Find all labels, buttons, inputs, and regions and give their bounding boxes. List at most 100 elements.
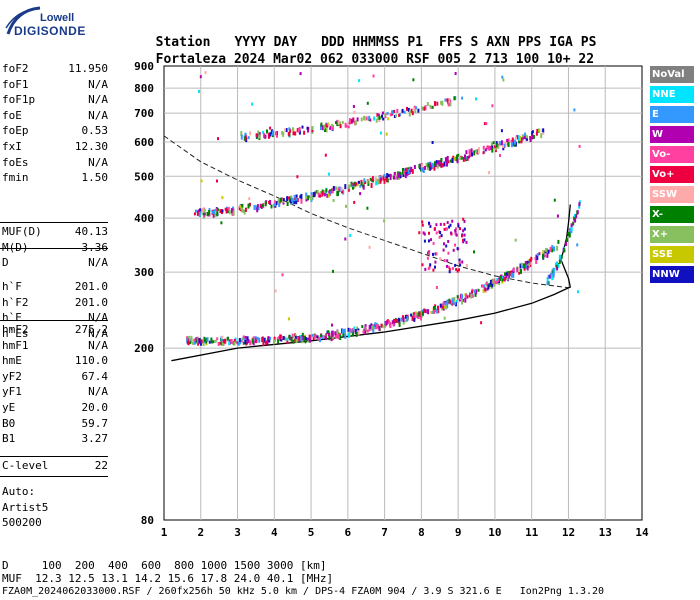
echo-point: [267, 336, 270, 340]
echo-point: [423, 232, 426, 236]
echo-point: [491, 147, 494, 153]
echo-point: [407, 107, 410, 112]
echo-point: [415, 106, 418, 110]
echo-point: [459, 263, 462, 267]
echo-point: [358, 79, 361, 83]
echo-point: [540, 133, 543, 139]
echo-point: [471, 290, 473, 294]
echo-point: [204, 71, 207, 75]
echo-point: [461, 96, 464, 100]
echo-point: [266, 339, 269, 345]
echo-point: [482, 151, 485, 155]
echo-point: [435, 160, 438, 164]
echo-point: [296, 128, 299, 133]
echo-point: [394, 318, 397, 324]
echo-point: [435, 223, 438, 227]
echo-point: [286, 202, 289, 206]
legend-item-nnw: NNW: [650, 266, 694, 283]
echo-point: [435, 252, 438, 256]
echo-point: [258, 337, 261, 343]
panel-divider: [0, 456, 108, 457]
echo-point: [199, 209, 202, 214]
echo-point: [318, 337, 321, 343]
echo-point: [443, 227, 446, 231]
echo-point: [233, 341, 236, 346]
echo-point: [210, 337, 213, 342]
echo-point: [525, 264, 528, 269]
echo-point: [389, 175, 392, 180]
param-key: hmF1: [2, 338, 29, 352]
echo-point: [220, 221, 223, 225]
echo-point: [448, 225, 451, 229]
echo-point: [449, 223, 452, 227]
echo-point: [220, 341, 223, 346]
echo-point: [542, 253, 545, 259]
echo-point: [558, 259, 561, 264]
hdr-pps: 100: [515, 52, 540, 67]
echo-point: [497, 279, 500, 283]
echo-point: [456, 158, 459, 164]
param-value: N/A: [88, 155, 108, 169]
echo-point: [436, 308, 439, 314]
echo-point: [499, 275, 502, 281]
echo-point: [240, 134, 243, 140]
echo-point: [280, 197, 282, 202]
echo-point: [295, 197, 298, 201]
echo-point: [426, 167, 429, 171]
echo-point: [503, 277, 506, 282]
echo-point: [320, 122, 323, 127]
echo-point: [370, 323, 373, 327]
param-value: N/A: [88, 385, 108, 399]
echo-point: [448, 98, 451, 103]
echo-point: [459, 298, 461, 302]
echo-point: [530, 256, 533, 261]
echo-point: [286, 196, 289, 202]
echo-point: [323, 190, 326, 194]
echo-point: [411, 111, 414, 116]
echo-point: [350, 329, 353, 334]
echo-point: [458, 268, 460, 272]
echo-point: [386, 319, 389, 324]
echo-point: [515, 136, 517, 140]
echo-point: [316, 335, 319, 339]
echo-point: [308, 337, 311, 343]
echo-point: [446, 303, 449, 309]
echo-point: [548, 274, 551, 279]
echo-point: [244, 208, 247, 212]
echo-point: [278, 198, 281, 202]
echo-point: [206, 337, 209, 342]
echo-point: [378, 118, 381, 123]
param-value: 11.950: [68, 62, 108, 75]
echo-point: [223, 339, 226, 344]
echo-point: [468, 155, 471, 159]
echo-point: [308, 334, 311, 338]
echo-point: [514, 238, 517, 242]
hdr-label-p1: P1: [407, 35, 424, 50]
echo-point: [325, 123, 328, 128]
echo-point: [406, 316, 409, 322]
echo-point: [477, 149, 480, 155]
header-values: Fortaleza 2024 Mar02 062 033000 RSF 005 …: [140, 37, 594, 67]
echo-point: [520, 262, 523, 266]
echo-point: [431, 311, 434, 314]
param-row-yf2: yF2 67.4: [2, 370, 108, 384]
echo-point: [447, 102, 450, 107]
echo-point: [325, 188, 328, 193]
echo-point: [443, 222, 446, 226]
echo-point: [362, 330, 365, 334]
echo-point: [432, 241, 435, 245]
param-key: h`F2: [2, 295, 29, 309]
echo-point: [486, 146, 489, 150]
echo-point: [528, 263, 530, 268]
echo-point: [341, 120, 344, 124]
echo-point: [393, 172, 396, 175]
echo-point: [318, 194, 321, 198]
x-tick-label: 10: [488, 526, 501, 539]
echo-point: [368, 324, 371, 329]
echo-point: [428, 231, 430, 235]
echo-point: [536, 253, 539, 257]
echo-point: [205, 338, 208, 343]
echo-point: [317, 192, 320, 198]
echo-point: [281, 273, 284, 277]
echo-point: [274, 203, 276, 207]
